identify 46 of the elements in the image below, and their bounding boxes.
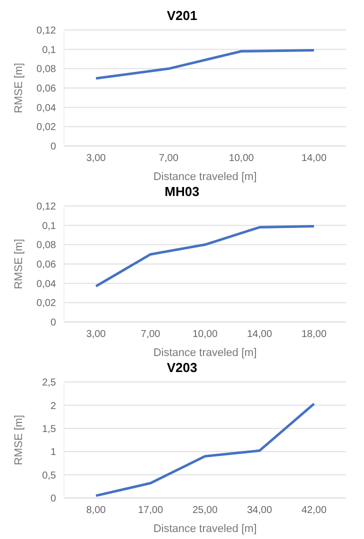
y-tick-label: 0 <box>50 142 56 153</box>
y-tick-label: 0,12 <box>36 26 56 37</box>
x-tick-label: 17,00 <box>138 505 164 516</box>
x-axis-title: Distance traveled [m] <box>153 171 257 183</box>
line-series <box>94 225 316 288</box>
y-tick-label: 0 <box>50 318 56 329</box>
y-tick-label: 0 <box>50 494 56 505</box>
y-tick-label: 0,02 <box>36 298 56 310</box>
x-tick-label: 3,00 <box>86 329 106 340</box>
x-tick-label: 8,00 <box>86 505 106 516</box>
y-tick-label: 0,04 <box>36 278 56 290</box>
x-tick-label: 10,00 <box>192 329 218 340</box>
x-tick-label: 25,00 <box>192 505 218 516</box>
chart-title: V201 <box>166 8 198 24</box>
y-axis-title: RMSE [m] <box>12 238 25 290</box>
y-tick-label: 1,5 <box>42 424 56 435</box>
y-tick-label: 1 <box>50 447 56 458</box>
x-tick-label: 34,00 <box>246 505 272 516</box>
y-tick-label: 0,08 <box>36 240 56 252</box>
x-tick-label: 3,00 <box>86 153 106 164</box>
y-tick-label: 0,1 <box>42 220 56 232</box>
line-series <box>94 49 316 80</box>
y-tick-label: 0,08 <box>36 64 56 76</box>
y-axis-title: RMSE [m] <box>12 62 25 114</box>
x-axis-title: Distance traveled [m] <box>153 523 257 535</box>
x-tick-label: 7,00 <box>158 153 179 164</box>
y-tick-label: 0,5 <box>42 470 56 482</box>
x-axis-title: Distance traveled [m] <box>153 347 257 359</box>
y-axis-title: RMSE [m] <box>12 414 25 466</box>
y-tick-label: 0,06 <box>36 260 56 271</box>
chart-title: MH03 <box>164 184 200 200</box>
y-tick-label: 2 <box>50 400 56 412</box>
y-tick-label: 0,06 <box>36 84 56 95</box>
y-tick-label: 0,02 <box>36 122 56 134</box>
x-tick-label: 18,00 <box>301 329 327 340</box>
y-tick-label: 0,04 <box>36 102 56 114</box>
x-tick-label: 14,00 <box>246 329 272 340</box>
y-tick-label: 0,1 <box>42 44 56 56</box>
chart-title: V203 <box>166 360 198 376</box>
x-tick-label: 7,00 <box>140 329 161 340</box>
x-tick-label: 14,00 <box>301 153 327 164</box>
y-tick-label: 0,12 <box>36 202 56 213</box>
x-tick-label: 42,00 <box>301 505 327 516</box>
line-series <box>94 402 316 497</box>
y-tick-label: 2,5 <box>42 378 56 389</box>
x-tick-label: 10,00 <box>228 153 254 164</box>
